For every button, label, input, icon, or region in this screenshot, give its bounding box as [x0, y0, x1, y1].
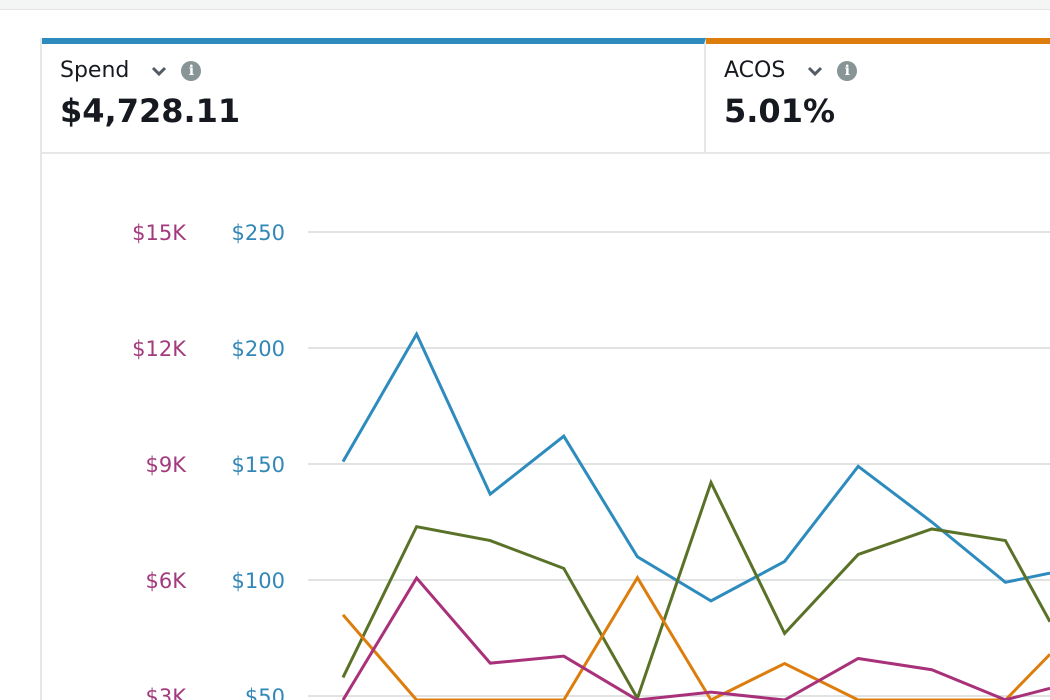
right-axis-tick: $9K [146, 453, 188, 477]
left-axis-tick: $100 [232, 569, 285, 593]
metric-label: Spend [60, 58, 130, 83]
metric-acos[interactable]: ACOS i 5.01% [706, 38, 1050, 154]
info-icon[interactable]: i [837, 60, 858, 81]
metric-selector[interactable]: Spend i [60, 58, 202, 83]
right-axis-tick: $12K [132, 337, 187, 361]
left-axis-tick: $150 [232, 453, 285, 477]
right-axis-tick: $3K [146, 685, 188, 700]
chevron-down-icon[interactable] [805, 61, 825, 81]
metric-spend[interactable]: Spend i $4,728.11 [42, 38, 706, 154]
left-axis-tick: $250 [232, 221, 285, 245]
info-icon[interactable]: i [181, 60, 202, 81]
performance-card: Spend i $4,728.11 ACOS i 5.01% [40, 38, 1050, 700]
metric-value: $4,728.11 [60, 92, 241, 130]
series-line-spend[interactable] [341, 330, 1050, 603]
series-line-series-green[interactable] [341, 478, 1050, 700]
metric-selector[interactable]: ACOS i [724, 58, 858, 83]
series-line-acos[interactable] [341, 574, 1050, 700]
chevron-down-icon[interactable] [149, 61, 169, 81]
left-axis-tick: $50 [245, 685, 285, 700]
top-strip [0, 0, 1050, 10]
right-axis-tick: $15K [132, 221, 187, 245]
metric-value: 5.01% [724, 92, 836, 130]
metric-label: ACOS [724, 58, 786, 83]
series-line-series-magenta[interactable] [341, 575, 1050, 700]
right-axis-tick: $6K [146, 569, 188, 593]
left-axis-tick: $200 [232, 337, 285, 361]
